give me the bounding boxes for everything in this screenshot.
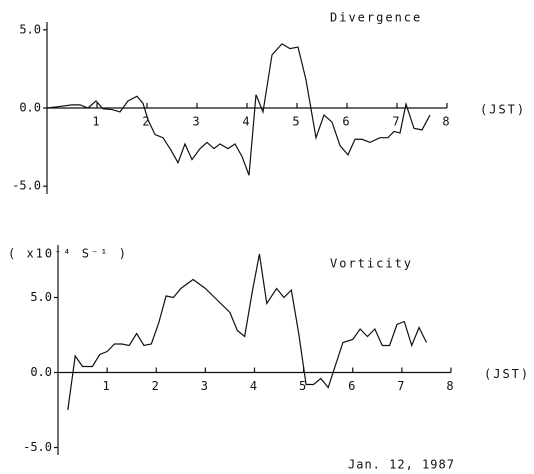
x-tick-label: 6: [348, 379, 357, 393]
chart-title: Divergence: [330, 11, 422, 25]
x-axis-label: (JST): [484, 367, 530, 381]
y-axis-label: ( x10⁻⁴ S⁻¹ ): [8, 247, 128, 261]
date-annotation: Jan. 12, 1987: [348, 458, 455, 472]
x-tick-label: 2: [142, 115, 151, 129]
x-tick-label: 3: [192, 115, 201, 129]
data-line: [67, 253, 427, 411]
x-tick-label: 7: [397, 379, 406, 393]
x-axis-label: (JST): [480, 103, 526, 117]
y-tick-label: 5.0: [30, 290, 52, 304]
x-tick-label: 8: [442, 115, 451, 129]
x-tick-label: 4: [242, 115, 251, 129]
y-tick-label: 5.0: [19, 22, 41, 36]
x-tick-label: 6: [342, 115, 351, 129]
x-tick-label: 2: [152, 379, 161, 393]
y-tick-label: -5.0: [23, 440, 52, 454]
data-line: [46, 43, 431, 176]
x-tick-label: 5: [292, 115, 301, 129]
x-tick-label: 7: [392, 115, 401, 129]
chart-title: Vorticity: [330, 257, 413, 271]
x-tick-label: 1: [92, 115, 101, 129]
x-tick-label: 4: [250, 379, 259, 393]
x-tick-label: 3: [201, 379, 210, 393]
y-tick-label: 0.0: [19, 101, 41, 115]
x-tick-label: 1: [103, 379, 112, 393]
x-tick-label: 5: [299, 379, 308, 393]
y-tick-label: 0.0: [30, 365, 52, 379]
y-tick-label: -5.0: [12, 179, 41, 193]
x-tick-label: 8: [446, 379, 455, 393]
